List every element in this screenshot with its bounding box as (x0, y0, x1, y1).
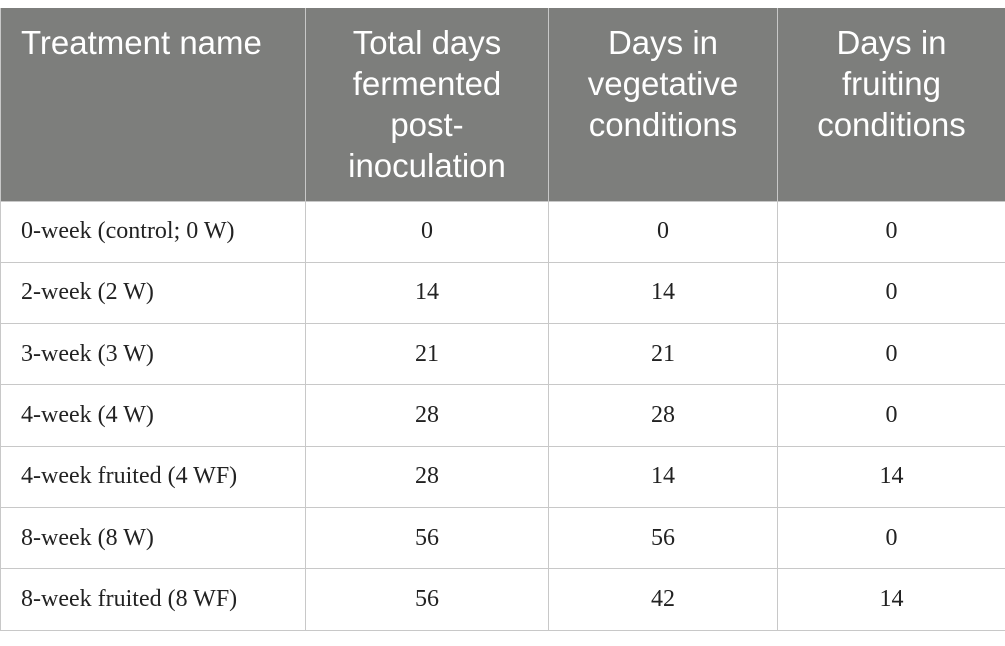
cell-fruiting-days: 14 (777, 445, 1005, 508)
cell-total-days: 56 (305, 506, 549, 570)
cell-fruiting-days: 0 (777, 384, 1005, 447)
cell-total-days: 0 (305, 200, 549, 263)
cell-vegetative-days: 28 (548, 384, 778, 447)
cell-treatment-name: 4-week fruited (4 WF) (0, 445, 306, 508)
cell-fruiting-days: 0 (777, 506, 1005, 570)
table-body: 0-week (control; 0 W) 0 0 0 2-week (2 W)… (0, 200, 1005, 631)
cell-total-days: 28 (305, 384, 549, 447)
cell-fruiting-days: 0 (777, 261, 1005, 325)
cell-treatment-name: 2-week (2 W) (0, 261, 306, 325)
cell-vegetative-days: 42 (548, 568, 778, 631)
header-vegetative-days: Days in vegetative conditions (548, 8, 778, 202)
data-table-container: Treatment name Total days fermented post… (0, 8, 1005, 631)
cell-fruiting-days: 14 (777, 568, 1005, 631)
table-row: 2-week (2 W) 14 14 0 (0, 261, 1005, 325)
cell-treatment-name: 4-week (4 W) (0, 384, 306, 447)
table-row: 0-week (control; 0 W) 0 0 0 (0, 200, 1005, 263)
cell-total-days: 14 (305, 261, 549, 325)
cell-fruiting-days: 0 (777, 323, 1005, 386)
cell-total-days: 56 (305, 568, 549, 631)
cell-treatment-name: 8-week (8 W) (0, 506, 306, 570)
header-total-days: Total days fermented post-inoculation (305, 8, 549, 202)
table-header: Treatment name Total days fermented post… (0, 8, 1005, 202)
header-row: Treatment name Total days fermented post… (0, 8, 1005, 202)
cell-vegetative-days: 21 (548, 323, 778, 386)
cell-total-days: 28 (305, 445, 549, 508)
table-row: 8-week (8 W) 56 56 0 (0, 506, 1005, 570)
table-row: 3-week (3 W) 21 21 0 (0, 323, 1005, 386)
table-row: 4-week fruited (4 WF) 28 14 14 (0, 445, 1005, 508)
header-fruiting-days: Days in fruiting conditions (777, 8, 1005, 202)
cell-treatment-name: 0-week (control; 0 W) (0, 200, 306, 263)
cell-fruiting-days: 0 (777, 200, 1005, 263)
cell-vegetative-days: 56 (548, 506, 778, 570)
cell-total-days: 21 (305, 323, 549, 386)
cell-vegetative-days: 14 (548, 445, 778, 508)
table-row: 4-week (4 W) 28 28 0 (0, 384, 1005, 447)
treatment-table: Treatment name Total days fermented post… (0, 8, 1005, 631)
cell-vegetative-days: 0 (548, 200, 778, 263)
cell-treatment-name: 8-week fruited (8 WF) (0, 568, 306, 631)
cell-treatment-name: 3-week (3 W) (0, 323, 306, 386)
header-treatment-name: Treatment name (0, 8, 306, 202)
table-row: 8-week fruited (8 WF) 56 42 14 (0, 568, 1005, 631)
cell-vegetative-days: 14 (548, 261, 778, 325)
